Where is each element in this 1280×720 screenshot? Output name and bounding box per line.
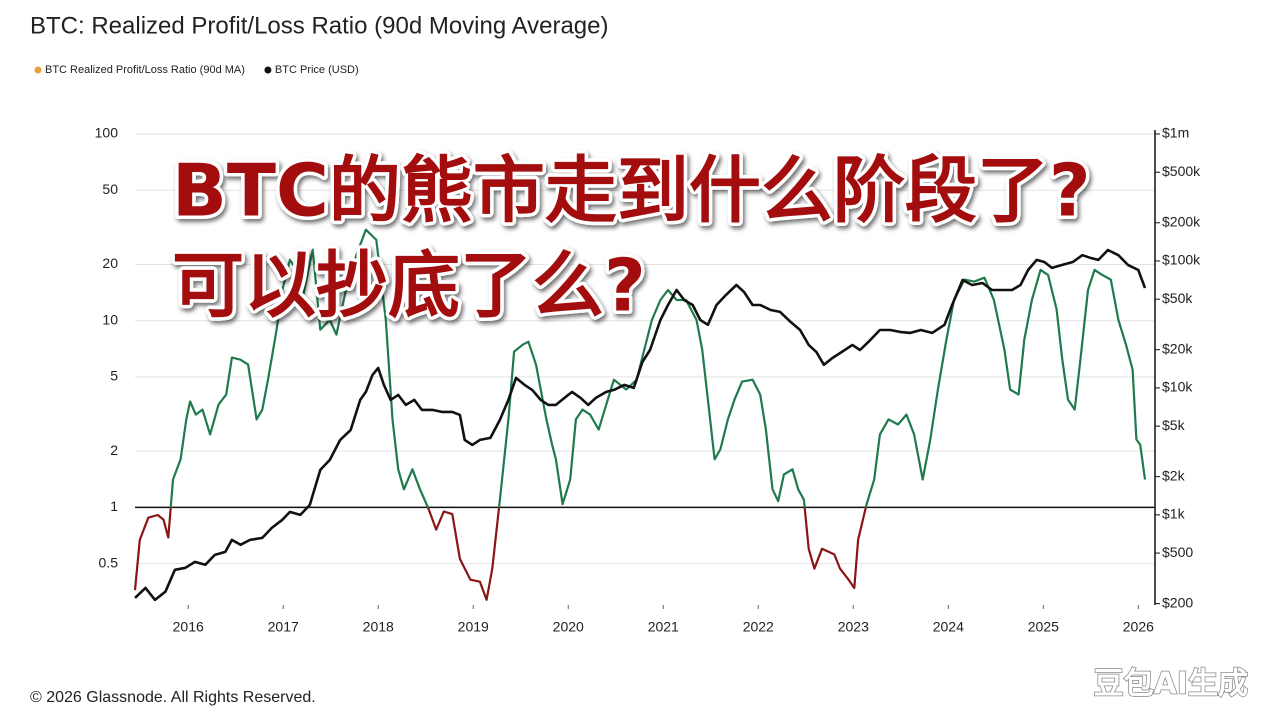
y-tick-label: 20 xyxy=(102,255,118,271)
y2-tick-label: $200k xyxy=(1162,213,1201,229)
y2-tick-label: $100k xyxy=(1162,252,1201,268)
x-tick-label: 2021 xyxy=(648,619,679,635)
y2-tick-label: $1m xyxy=(1162,125,1189,141)
x-tick-label: 2018 xyxy=(363,619,394,635)
y-tick-label: 0.5 xyxy=(99,554,119,570)
legend-label: BTC Price (USD) xyxy=(275,64,359,76)
x-tick-label: 2024 xyxy=(933,619,964,635)
y2-tick-label: $500k xyxy=(1162,163,1201,179)
footer: © 2026 Glassnode. All Rights Reserved. xyxy=(30,689,316,706)
y-tick-label: 1 xyxy=(110,498,118,514)
x-tick-label: 2022 xyxy=(743,619,774,635)
y2-tick-label: $20k xyxy=(1162,340,1193,356)
overlay-line: 可以抄底了么? xyxy=(172,244,646,328)
chart-title: BTC: Realized Profit/Loss Ratio (90d Mov… xyxy=(30,12,609,39)
x-tick-label: 2020 xyxy=(553,619,584,635)
overlay-line: BTC的熊市走到什么阶段了? xyxy=(172,149,1091,233)
y2-tick-label: $5k xyxy=(1162,417,1186,433)
watermark: 豆包AI生成 xyxy=(1094,667,1248,702)
y-tick-label: 100 xyxy=(95,125,119,141)
y2-tick-label: $500 xyxy=(1162,544,1193,560)
series-line xyxy=(134,248,1147,602)
x-tick-label: 2023 xyxy=(838,619,869,635)
y-tick-label: 50 xyxy=(102,181,118,197)
x-tick-label: 2025 xyxy=(1028,619,1059,635)
y2-tick-label: $200 xyxy=(1162,594,1193,610)
legend-marker xyxy=(264,66,272,74)
y2-tick-label: $50k xyxy=(1162,290,1193,306)
y-tick-label: 5 xyxy=(110,368,118,384)
y-tick-label: 10 xyxy=(102,311,118,327)
y2-tick-label: $2k xyxy=(1162,467,1186,483)
x-tick-label: 2026 xyxy=(1123,619,1154,635)
y2-tick-label: $1k xyxy=(1162,506,1186,522)
x-tick-label: 2019 xyxy=(458,619,489,635)
x-tick-label: 2016 xyxy=(173,619,204,635)
x-tick-label: 2017 xyxy=(268,619,299,635)
legend-label: BTC Realized Profit/Loss Ratio (90d MA) xyxy=(45,64,245,76)
overlay: BTC的熊市走到什么阶段了? 可以抄底了么? xyxy=(169,145,1095,331)
legend-marker xyxy=(34,66,42,74)
y-tick-label: 2 xyxy=(110,442,118,458)
y2-tick-label: $10k xyxy=(1162,379,1193,395)
